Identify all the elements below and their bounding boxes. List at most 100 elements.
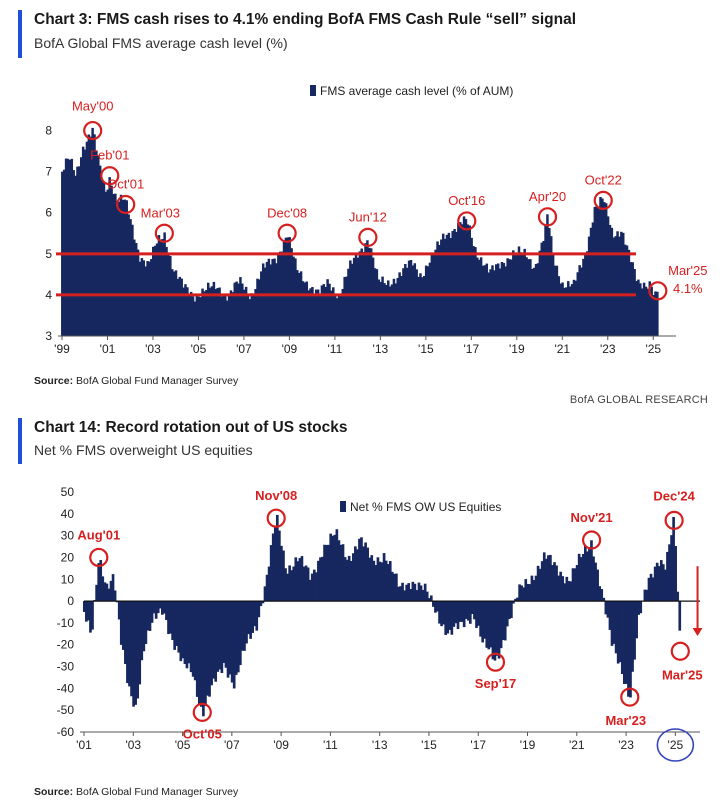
bar [664,569,667,602]
bar [181,601,185,659]
bar [148,601,152,631]
bar [356,549,359,602]
bar [659,560,663,602]
bar [417,582,421,602]
bar [339,544,343,602]
bar [252,294,255,336]
bar [436,241,439,336]
bar [644,286,648,336]
bar [286,573,289,602]
bar [612,237,616,336]
bar [493,270,496,336]
bar [335,298,339,336]
bar [668,544,671,602]
bar [589,227,593,336]
bar [516,597,519,602]
y-tick-label: 8 [45,124,52,138]
bar [387,280,390,336]
bar [450,601,454,635]
bar [138,261,142,336]
bar [676,591,680,602]
bar [278,530,281,602]
bar [505,601,509,627]
annotation-circle [116,194,136,215]
bar [245,601,248,644]
bar [237,283,240,336]
bar [394,283,398,336]
bar [187,601,191,664]
annotation-circle [100,166,120,186]
bar [257,601,261,618]
bar [133,239,136,336]
bar [328,283,331,336]
bar [261,601,265,604]
bar [538,250,542,336]
bar [296,270,299,336]
bar [593,206,597,336]
bar [106,189,110,336]
chart3-source-label: Source: [34,375,74,387]
bar [582,258,585,336]
bar [195,601,199,697]
bar [656,291,659,336]
bar [451,231,454,336]
bar [438,244,441,336]
bar [404,264,407,336]
bar [99,560,103,602]
annotation-label: Jun'12 [349,209,387,224]
bar [419,585,423,602]
x-tick-label: '11 [323,738,338,752]
bar [447,232,451,336]
bar [421,277,424,336]
bar [574,280,578,336]
chart14-source-text: BofA Global Fund Manager Survey [73,786,239,798]
bar [267,566,271,602]
bar [458,601,462,622]
y-tick-label: -10 [57,616,75,630]
bar [246,295,250,336]
bar [495,601,499,656]
bar [284,568,287,602]
bar [265,261,269,336]
bar [364,542,367,602]
bar [243,601,246,651]
bar [210,286,214,336]
bar [239,277,242,336]
bar [206,601,209,696]
bar [612,601,616,644]
bar [234,601,238,675]
bar [489,269,492,336]
bar [460,601,464,622]
x-tick-label: '01 [76,738,92,752]
bar [288,565,291,602]
annotation-label: Aug'01 [77,527,120,542]
bar [375,269,379,336]
bar [179,601,183,662]
bar [321,556,324,602]
bar [548,227,551,336]
x-tick-label: '21 [554,342,570,356]
annotation-label: Feb'01 [90,148,129,163]
x-tick-label: '19 [520,738,536,752]
bar [597,206,600,336]
bar [108,177,111,336]
bar [547,555,550,602]
bar [654,291,657,336]
bar [604,601,608,615]
annotation-label: Mar'03 [141,205,180,220]
annotation-label: Dec'24 [653,488,695,503]
chart3-source-text: BofA Global Fund Manager Survey [73,375,239,387]
bar [282,550,285,602]
bar [89,601,92,633]
bar [631,601,634,672]
bar [440,601,443,627]
chart14-subtitle: Net % FMS overweight US equities [34,442,253,458]
bar [136,249,140,336]
bar [308,579,312,602]
bar [382,553,386,602]
bar [649,573,653,602]
x-tick-label: '09 [282,342,298,356]
bar [581,553,585,602]
annotation-label: Sep'17 [475,676,516,691]
bar [594,562,597,602]
